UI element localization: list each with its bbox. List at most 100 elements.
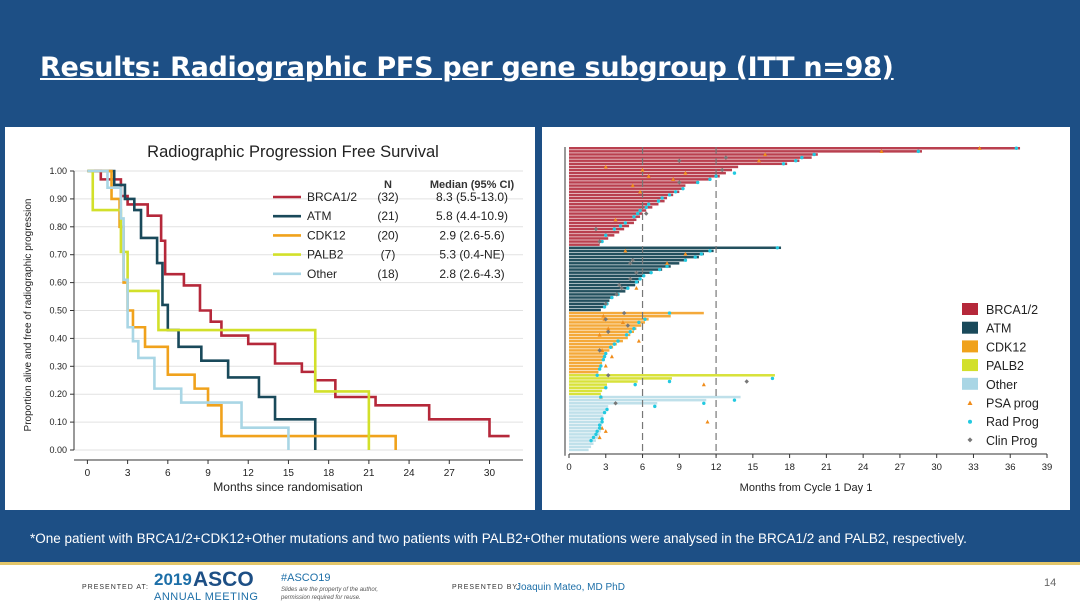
km-ytick-label: 0.90 <box>49 194 67 204</box>
swimmer-bar-atm <box>569 274 645 278</box>
rad-prog-marker <box>612 342 617 346</box>
km-legend-name-atm: ATM <box>307 209 331 223</box>
rad-prog-marker <box>632 326 636 331</box>
swimmer-bar-atm <box>569 280 639 284</box>
rad-prog-marker <box>602 305 607 309</box>
km-legend-median-other: 2.8 (2.6-4.3) <box>439 267 504 281</box>
rad-prog-marker <box>702 401 706 405</box>
km-ytick-label: 0.70 <box>49 250 67 260</box>
swimmer-bar-brca12 <box>569 230 620 234</box>
swimmer-bar-palb2 <box>569 386 605 389</box>
psa-prog-marker <box>609 354 614 359</box>
km-xtick-label: 0 <box>85 468 91 479</box>
swimmer-xtick-label: 18 <box>784 462 795 473</box>
swimmer-legend-swatch-other <box>962 377 978 390</box>
swimmer-bar-palb2 <box>569 374 775 377</box>
km-curve-cdk12 <box>87 169 397 450</box>
swimmer-bar-atm <box>569 262 680 265</box>
swimmer-legend-clin-icon <box>967 437 973 443</box>
swimmer-bar-atm <box>569 271 653 274</box>
swimmer-bar-cdk12 <box>569 346 614 349</box>
rad-prog-marker <box>604 386 608 390</box>
psa-prog-marker <box>613 217 618 222</box>
rad-prog-marker <box>667 193 672 197</box>
swimmer-bar-cdk12 <box>569 314 671 318</box>
km-plot-panel: Radiographic Progression Free Survival P… <box>5 127 535 510</box>
swimmer-bar-cdk12 <box>569 342 617 346</box>
swimmer-bar-other <box>569 395 741 399</box>
km-legend-n-other: (18) <box>377 267 398 281</box>
swimmer-bar-brca12 <box>569 150 922 153</box>
km-legend-n-palb2: (7) <box>381 248 396 262</box>
swimmer-bar-brca12 <box>569 202 659 206</box>
clin-prog-marker <box>634 270 639 275</box>
swimmer-xtick-label: 3 <box>603 462 608 473</box>
km-legend-header-n: N <box>384 179 392 191</box>
swimmer-legend-label-radprog: Rad Prog <box>986 415 1039 429</box>
asco-year: 2019 <box>154 570 192 589</box>
slide-property-note-2: permission required for reuse. <box>281 595 361 601</box>
km-xlabel: Months since randomisation <box>213 480 362 494</box>
swimmer-bar-atm <box>569 305 605 309</box>
km-legend-median-brca12: 8.3 (5.5-13.0) <box>436 190 508 204</box>
rad-prog-marker <box>602 410 607 415</box>
rad-prog-marker <box>794 158 798 163</box>
swimmer-legend-label-other: Other <box>986 378 1017 392</box>
swimmer-bar-atm <box>569 246 782 250</box>
swimmer-bar-cdk12 <box>569 352 607 355</box>
km-legend-n-brca12: (32) <box>377 190 398 204</box>
swimmer-bar-brca12 <box>569 237 609 240</box>
psa-prog-marker <box>620 320 625 325</box>
rad-prog-marker <box>616 339 620 343</box>
psa-prog-marker <box>977 146 982 150</box>
clin-prog-marker <box>625 323 631 328</box>
swimmer-bar-brca12 <box>569 174 720 178</box>
swimmer-bar-brca12 <box>569 184 686 187</box>
swimmer-bar-other <box>569 439 596 442</box>
psa-prog-marker <box>603 429 608 433</box>
swimmer-bar-brca12 <box>569 243 600 246</box>
rad-prog-marker <box>812 152 816 157</box>
km-xtick-label: 12 <box>243 468 255 479</box>
swimmer-bar-cdk12 <box>569 311 704 315</box>
rad-prog-marker <box>673 190 678 194</box>
swimmer-bar-other <box>569 420 603 424</box>
rad-prog-marker <box>597 426 602 430</box>
rad-prog-marker <box>608 345 613 349</box>
swimmer-bar-atm <box>569 293 620 296</box>
km-ytick-label: 0.50 <box>49 306 67 316</box>
psa-prog-marker <box>601 313 606 318</box>
clin-prog-marker <box>606 373 611 378</box>
psa-prog-marker <box>879 149 884 153</box>
swimmer-bar-cdk12 <box>569 367 600 371</box>
rad-prog-marker <box>732 398 737 402</box>
km-title: Radiographic Progression Free Survival <box>147 143 439 161</box>
swimmer-bar-brca12 <box>569 178 710 181</box>
swimmer-bar-brca12 <box>569 206 653 209</box>
psa-prog-marker <box>646 174 651 178</box>
swimmer-bar-cdk12 <box>569 349 610 352</box>
km-ytick-label: 1.00 <box>49 166 67 176</box>
swimmer-bar-atm <box>569 277 642 281</box>
clin-prog-marker <box>630 258 635 263</box>
swimmer-bar-atm <box>569 249 714 253</box>
swimmer-bar-palb2 <box>569 389 603 393</box>
swimmer-bar-palb2 <box>569 392 601 396</box>
km-ytick-label: 0.80 <box>49 222 67 232</box>
km-xtick-label: 21 <box>363 468 375 479</box>
swimmer-xtick-label: 36 <box>1005 462 1016 473</box>
km-xtick-label: 24 <box>404 468 416 479</box>
clin-prog-marker <box>628 261 633 266</box>
rad-prog-marker <box>656 199 661 203</box>
hashtag: #ASCO19 <box>281 572 331 584</box>
rad-prog-marker <box>600 239 604 244</box>
rad-prog-marker <box>637 320 641 325</box>
rad-prog-marker <box>618 224 623 228</box>
km-ytick-label: 0.20 <box>49 389 67 399</box>
psa-prog-marker <box>623 248 628 253</box>
swimmer-bar-brca12 <box>569 218 637 222</box>
swimmer-bar-cdk12 <box>569 330 634 333</box>
rad-prog-marker <box>653 404 657 409</box>
clin-prog-marker <box>628 276 633 282</box>
psa-prog-marker <box>597 332 602 337</box>
